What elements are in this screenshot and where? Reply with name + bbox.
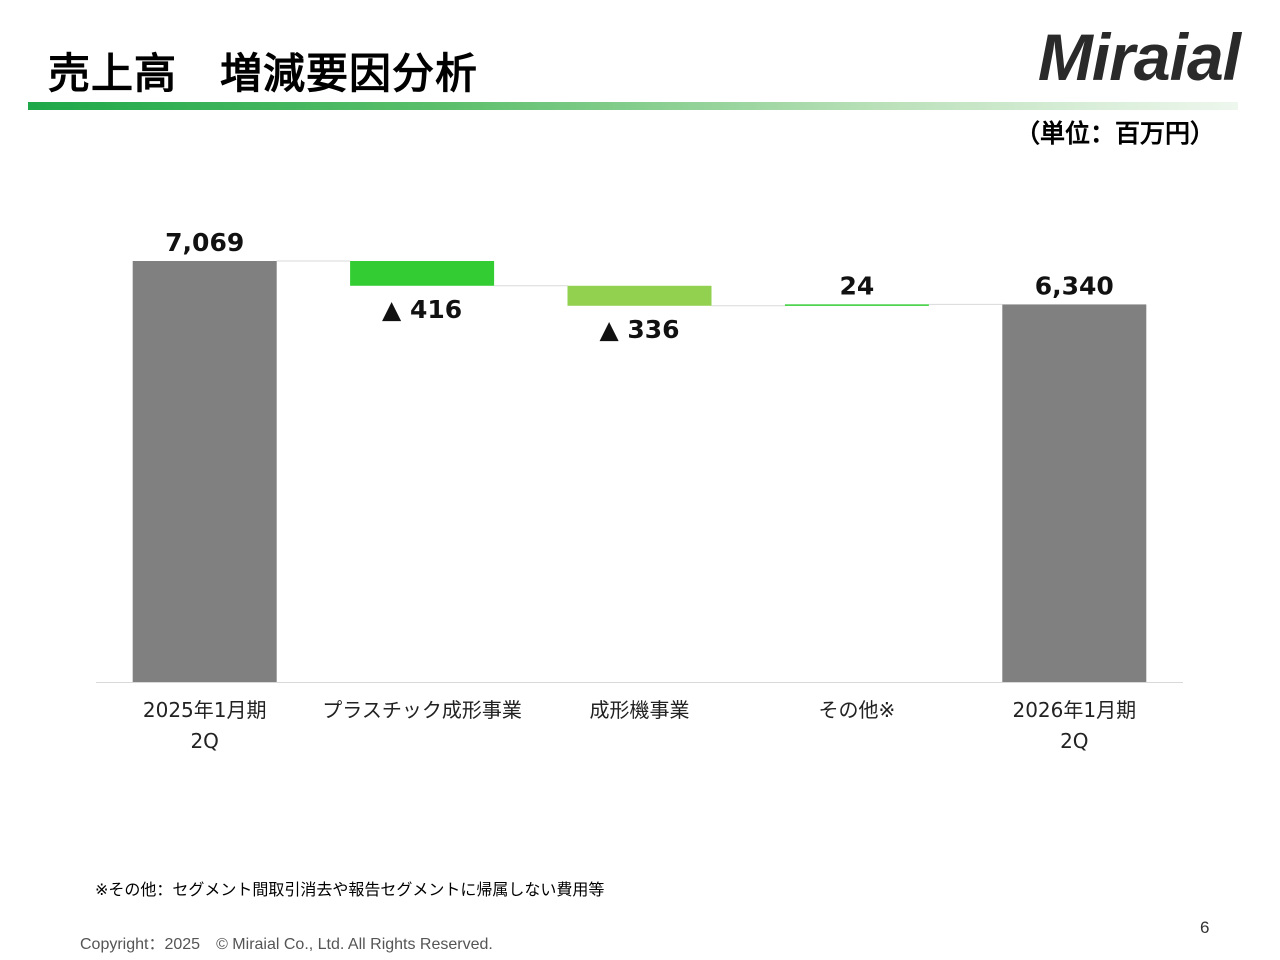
bar-2 [567,285,712,306]
x-axis-tick-labels: 2025年1月期 2Q プラスチック成形事業 成形機事業 その他※ 2026年1月期 2Q [143,698,1136,753]
x-tick-label-1-0: プラスチック成形事業 [322,698,522,722]
x-tick-label-0-1: 2Q [190,729,218,753]
x-tick-label-2-0: 成形機事業 [590,698,690,722]
x-tick-label-4-0: 2026年1月期 [1012,698,1136,722]
x-tick-label-0-0: 2025年1月期 [143,698,267,722]
x-tick-label-3-0: その他※ [819,698,896,722]
page-title: 売上高 増減要因分析 [48,49,479,98]
copyright: Copyright：2025 © Miraial Co., Ltd. All R… [80,936,493,953]
title-underline [28,102,1238,110]
bar-0 [132,261,277,682]
data-labels: 7,069 ▲ 416 ▲ 336 24 6,340 [165,228,1114,344]
connector-lines [276,260,1003,307]
data-label-3: 24 [840,271,875,300]
unit-label: （単位：百万円） [1014,119,1215,148]
bar-3 [784,304,929,306]
x-tick-label-4-1: 2Q [1060,729,1088,753]
company-logo: Miraial [1037,20,1241,94]
bars [132,261,1147,682]
bar-4 [1002,304,1147,682]
page-number: 6 [1200,918,1210,937]
data-label-1: ▲ 416 [382,295,462,324]
data-label-0: 7,069 [165,228,244,257]
data-label-2: ▲ 336 [599,315,679,344]
bar-1 [350,261,495,286]
footnote: ※その他：セグメント間取引消去や報告セグメントに帰属しない費用等 [95,880,605,899]
data-label-4: 6,340 [1035,271,1114,300]
